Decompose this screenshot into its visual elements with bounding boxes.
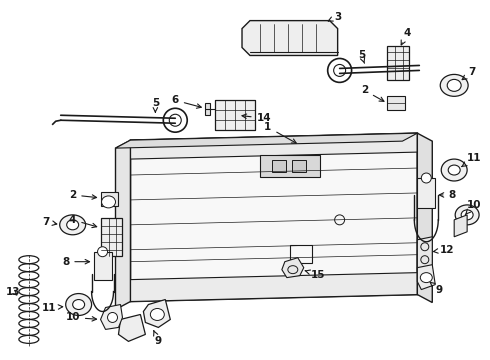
Text: 5: 5 bbox=[358, 50, 365, 63]
Ellipse shape bbox=[107, 312, 118, 323]
Polygon shape bbox=[130, 273, 417, 302]
Text: 2: 2 bbox=[361, 85, 384, 101]
Bar bbox=[100, 218, 122, 256]
Bar bbox=[388, 96, 405, 110]
Text: 14: 14 bbox=[242, 113, 271, 123]
Ellipse shape bbox=[448, 165, 460, 175]
Text: 9: 9 bbox=[430, 282, 443, 294]
Polygon shape bbox=[242, 21, 338, 55]
Ellipse shape bbox=[441, 159, 467, 181]
Text: 8: 8 bbox=[62, 257, 90, 267]
Ellipse shape bbox=[66, 293, 92, 315]
Text: 15: 15 bbox=[305, 270, 325, 280]
Polygon shape bbox=[100, 305, 122, 329]
Polygon shape bbox=[116, 133, 417, 148]
Ellipse shape bbox=[101, 196, 116, 208]
Polygon shape bbox=[130, 133, 417, 302]
Text: 12: 12 bbox=[434, 245, 454, 255]
Text: 13: 13 bbox=[6, 287, 20, 297]
Ellipse shape bbox=[461, 210, 473, 220]
Ellipse shape bbox=[73, 300, 85, 310]
Text: 4: 4 bbox=[401, 28, 411, 45]
Polygon shape bbox=[116, 140, 130, 310]
Bar bbox=[290, 245, 312, 263]
Text: 7: 7 bbox=[42, 217, 57, 227]
Ellipse shape bbox=[163, 108, 187, 132]
Polygon shape bbox=[282, 258, 304, 278]
Polygon shape bbox=[454, 215, 467, 237]
Polygon shape bbox=[144, 300, 171, 328]
Text: 10: 10 bbox=[66, 312, 97, 323]
Text: 2: 2 bbox=[69, 190, 97, 200]
Text: 10: 10 bbox=[465, 200, 481, 215]
Bar bbox=[100, 192, 119, 206]
Polygon shape bbox=[130, 133, 417, 159]
Bar bbox=[388, 45, 409, 80]
Text: 4: 4 bbox=[69, 215, 97, 228]
Text: 6: 6 bbox=[172, 95, 201, 108]
Text: 9: 9 bbox=[154, 331, 162, 346]
Text: 11: 11 bbox=[462, 153, 481, 167]
Ellipse shape bbox=[447, 80, 461, 91]
Ellipse shape bbox=[98, 247, 107, 257]
Text: 7: 7 bbox=[462, 67, 476, 80]
Polygon shape bbox=[417, 133, 432, 302]
Polygon shape bbox=[205, 103, 210, 115]
Ellipse shape bbox=[420, 273, 432, 283]
Ellipse shape bbox=[67, 220, 78, 230]
Ellipse shape bbox=[455, 205, 479, 225]
Bar bbox=[417, 178, 435, 208]
Ellipse shape bbox=[150, 309, 164, 320]
Bar bbox=[94, 252, 112, 280]
Text: 8: 8 bbox=[439, 190, 456, 200]
Text: 11: 11 bbox=[42, 302, 63, 312]
Ellipse shape bbox=[440, 75, 468, 96]
Text: 3: 3 bbox=[328, 12, 341, 22]
Polygon shape bbox=[119, 315, 146, 341]
Ellipse shape bbox=[60, 215, 86, 235]
Text: 1: 1 bbox=[264, 122, 296, 143]
Bar bbox=[272, 160, 286, 172]
Ellipse shape bbox=[421, 173, 431, 183]
Polygon shape bbox=[215, 100, 255, 130]
Ellipse shape bbox=[328, 58, 352, 82]
Bar bbox=[260, 155, 319, 177]
Polygon shape bbox=[417, 237, 432, 271]
Polygon shape bbox=[417, 265, 435, 289]
Bar bbox=[292, 160, 306, 172]
Text: 5: 5 bbox=[152, 98, 159, 112]
